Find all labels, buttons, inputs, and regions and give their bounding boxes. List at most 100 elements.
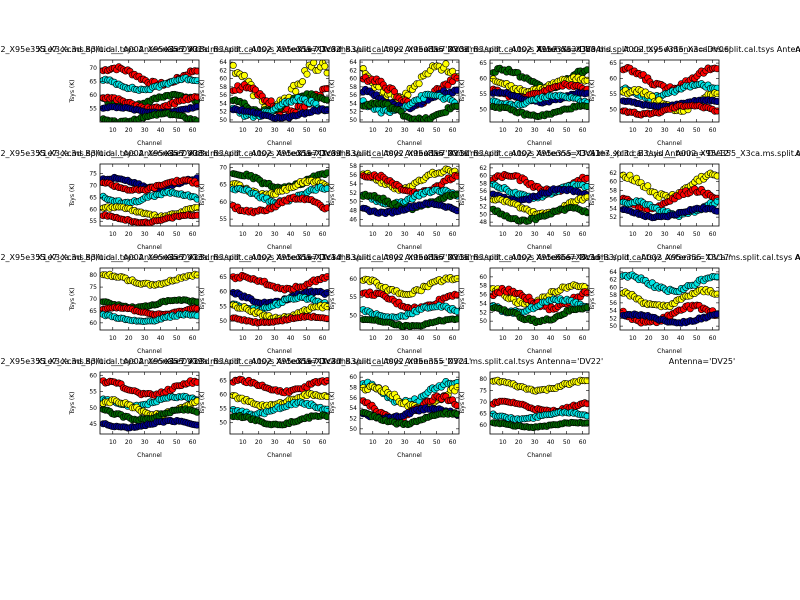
x-tick-label: 40 bbox=[417, 127, 425, 134]
data-point bbox=[453, 402, 459, 410]
plot-header-title: X1e7_Xc3d_B3/uid___A002_X95e355_X3ca.ms.… bbox=[555, 253, 800, 262]
x-tick-label: 60 bbox=[319, 335, 327, 342]
x-axis-label: Channel bbox=[137, 348, 162, 355]
data-point bbox=[292, 88, 300, 96]
y-tick-label: 54 bbox=[349, 181, 357, 188]
y-tick-label: 62 bbox=[349, 67, 357, 74]
panel-series-group bbox=[620, 64, 719, 119]
plot-frame bbox=[489, 163, 590, 227]
x-tick-label: 50 bbox=[433, 439, 441, 446]
series-red bbox=[100, 211, 199, 226]
y-tick-label: 62 bbox=[479, 165, 487, 172]
series-cyan bbox=[100, 188, 199, 207]
y-tick-label: 70 bbox=[89, 65, 97, 72]
tsys-panel-12: 10 20 30 40 50 60 50 55 60 65 Channel Tsys (K) bbox=[199, 267, 330, 355]
series-navy bbox=[620, 310, 719, 327]
plot-header-title: X1e7_Xc3d_B3/uid___A002_X95e355_X3ca.ms.… bbox=[37, 253, 343, 262]
tsys-panel-4: 10 20 30 40 50 60 50 55 60 65 Channel Tsys (K) bbox=[459, 59, 590, 147]
x-tick-label: 10 bbox=[109, 335, 117, 342]
x-tick-label: 50 bbox=[303, 439, 311, 446]
y-tick-label: 50 bbox=[89, 405, 97, 412]
x-tick-label: 40 bbox=[417, 335, 425, 342]
series-green bbox=[490, 102, 589, 121]
x-tick-label: 60 bbox=[579, 439, 587, 446]
y-tick-label: 58 bbox=[349, 385, 357, 392]
tsys-panel-9: 10 20 30 40 50 604850525456586062ChannelTsys … bbox=[459, 163, 590, 251]
data-point bbox=[583, 66, 589, 74]
y-axis-label: Tsys (K) bbox=[69, 184, 76, 208]
x-tick-label: 40 bbox=[547, 439, 555, 446]
x-tick-label: 30 bbox=[531, 127, 539, 134]
x-tick-label: 50 bbox=[563, 335, 571, 342]
y-tick-label: 50 bbox=[349, 312, 357, 319]
data-point bbox=[193, 312, 199, 320]
x-tick-label: 60 bbox=[449, 439, 457, 446]
series-yellow bbox=[100, 270, 199, 289]
y-tick-label: 54 bbox=[609, 205, 617, 212]
x-tick-label: 20 bbox=[125, 439, 133, 446]
plot-header-title: X1e7_Xc3d_B3/uid___A002_X95e355_X3ca.ms.… bbox=[37, 357, 343, 366]
tsys-panel-3: 10 20 30 40 50 605052545658606264ChannelTsys … bbox=[329, 59, 460, 147]
x-tick-label: 20 bbox=[515, 231, 523, 238]
x-tick-label: 50 bbox=[173, 335, 181, 342]
plot-frame bbox=[489, 371, 590, 435]
data-point bbox=[442, 60, 450, 68]
x-tick-label: 30 bbox=[271, 335, 279, 342]
y-tick-label: 58 bbox=[609, 188, 617, 195]
y-axis-label: Tsys (K) bbox=[589, 288, 596, 312]
plot-header-title: X1e7_Xc3d_B3/uid___A002_X95e355_X3ca.ms.… bbox=[297, 45, 603, 54]
panel-series-group bbox=[360, 273, 459, 330]
y-tick-label: 62 bbox=[609, 170, 617, 177]
y-tick-label: 64 bbox=[609, 269, 617, 276]
x-tick-label: 30 bbox=[401, 231, 409, 238]
data-point bbox=[453, 315, 459, 323]
y-tick-label: 60 bbox=[219, 289, 227, 296]
y-tick-label: 58 bbox=[349, 84, 357, 91]
y-tick-label: 50 bbox=[479, 318, 487, 325]
data-point bbox=[323, 289, 329, 297]
plot-frame bbox=[99, 163, 200, 227]
y-tick-label: 48 bbox=[479, 219, 487, 226]
x-tick-label: 50 bbox=[433, 335, 441, 342]
x-tick-label: 30 bbox=[531, 231, 539, 238]
x-tick-label: 10 bbox=[499, 127, 507, 134]
y-tick-label: 56 bbox=[609, 196, 617, 203]
data-point bbox=[240, 71, 248, 79]
plot-header-title: X1e7_Xc3d_B3/uid___A002_X95e355_X3ca.ms.… bbox=[37, 45, 343, 54]
x-tick-label: 20 bbox=[515, 335, 523, 342]
x-tick-label: 50 bbox=[563, 231, 571, 238]
x-tick-label: 30 bbox=[661, 231, 669, 238]
y-tick-label: 54 bbox=[349, 405, 357, 412]
data-point bbox=[453, 383, 459, 391]
y-tick-label: 56 bbox=[479, 292, 487, 299]
plot-header-title: X1e7_Xc3d_B3/uid___A002_X95e355_X3ca.ms.… bbox=[425, 149, 731, 158]
x-tick-label: 30 bbox=[661, 127, 669, 134]
y-tick-label: 55 bbox=[479, 91, 487, 98]
plot-header-title: X1e7_Xc3d_B3/uid___A002_X95e355_X3ca.ms.… bbox=[425, 253, 731, 262]
series-green bbox=[360, 408, 459, 429]
x-tick-label: 30 bbox=[141, 231, 149, 238]
y-tick-label: 60 bbox=[89, 372, 97, 379]
y-tick-label: 65 bbox=[479, 410, 487, 417]
y-tick-label: 52 bbox=[479, 204, 487, 211]
data-point bbox=[323, 185, 329, 192]
data-point bbox=[193, 211, 199, 219]
plot-header-title: Xc3d_B3/uid___A002_X95e355_X3ca.ms.split… bbox=[0, 357, 205, 366]
plot-frame bbox=[619, 267, 720, 331]
x-axis-label: Channel bbox=[527, 244, 552, 251]
panel-series-group bbox=[490, 281, 589, 326]
series-red bbox=[230, 271, 329, 294]
series-red bbox=[620, 101, 719, 119]
panel-series-group bbox=[100, 270, 199, 325]
y-tick-label: 60 bbox=[479, 274, 487, 281]
y-tick-label: 60 bbox=[89, 320, 97, 327]
plot-frame bbox=[99, 371, 200, 435]
y-axis-label: Tsys (K) bbox=[459, 288, 466, 312]
x-tick-label: 60 bbox=[449, 335, 457, 342]
panel-series-group bbox=[230, 60, 329, 122]
series-green bbox=[360, 99, 459, 122]
x-tick-label: 60 bbox=[189, 231, 197, 238]
y-tick-label: 62 bbox=[219, 67, 227, 74]
x-tick-label: 40 bbox=[547, 127, 555, 134]
